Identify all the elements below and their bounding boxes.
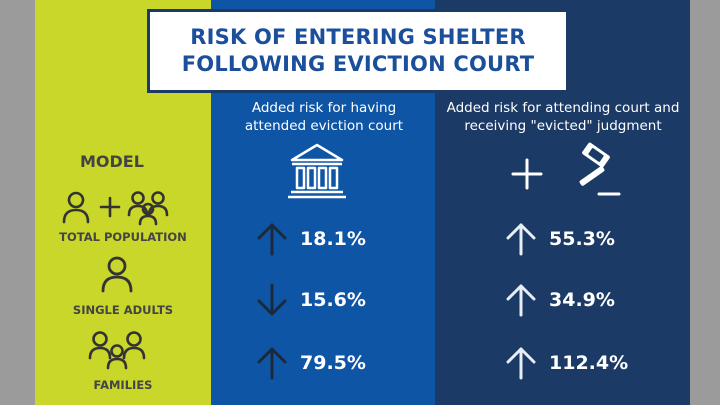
court-stat-total-population: 18.1% (256, 221, 366, 257)
court-stat-single-adults: 15.6% (256, 282, 366, 318)
title-line-2: FOLLOWING EVICTION COURT (181, 52, 535, 76)
arrow-up-icon (506, 284, 536, 317)
court-heading-line-2: attended eviction court (244, 118, 404, 134)
arrow-up-icon (257, 347, 287, 380)
family-icon (88, 331, 146, 370)
court-column-heading: Added risk for having attended eviction … (222, 99, 426, 135)
judgment-stat-families: 112.4% (505, 345, 628, 381)
judgment-value-total-population: 55.3% (549, 228, 615, 250)
right-frame-border (690, 0, 720, 405)
courthouse-icon (288, 143, 346, 199)
arrow-up-icon (257, 223, 287, 256)
court-value-families: 79.5% (300, 352, 366, 374)
arrow-up-icon (506, 347, 536, 380)
court-heading-line-1: Added risk for having (251, 100, 397, 116)
judgment-stat-total-population: 55.3% (505, 221, 615, 257)
row-label-total-population: TOTAL POPULATION (59, 230, 187, 244)
judgment-stat-single-adults: 34.9% (505, 282, 615, 318)
plus-gavel-icon (511, 142, 621, 196)
judgment-column-heading: Added risk for attending court and recei… (440, 99, 686, 135)
judgment-value-single-adults: 34.9% (549, 289, 615, 311)
individual-plus-family-icon (62, 191, 169, 226)
row-label-single-adults: SINGLE ADULTS (72, 303, 174, 317)
judgment-heading-line-1: Added risk for attending court and (446, 100, 680, 116)
arrow-down-icon (257, 283, 287, 316)
title-box: RISK OF ENTERING SHELTER FOLLOWING EVICT… (147, 9, 569, 93)
row-label-families: FAMILIES (93, 378, 153, 392)
model-heading: MODEL (80, 152, 144, 171)
arrow-up-icon (506, 223, 536, 256)
judgment-heading-line-2: receiving "evicted" judgment (464, 118, 662, 134)
title-line-1: RISK OF ENTERING SHELTER (190, 25, 526, 49)
single-adult-icon (101, 256, 133, 293)
court-value-single-adults: 15.6% (300, 289, 366, 311)
court-value-total-population: 18.1% (300, 228, 366, 250)
court-stat-families: 79.5% (256, 345, 366, 381)
judgment-value-families: 112.4% (549, 352, 629, 374)
left-frame-border (0, 0, 35, 405)
